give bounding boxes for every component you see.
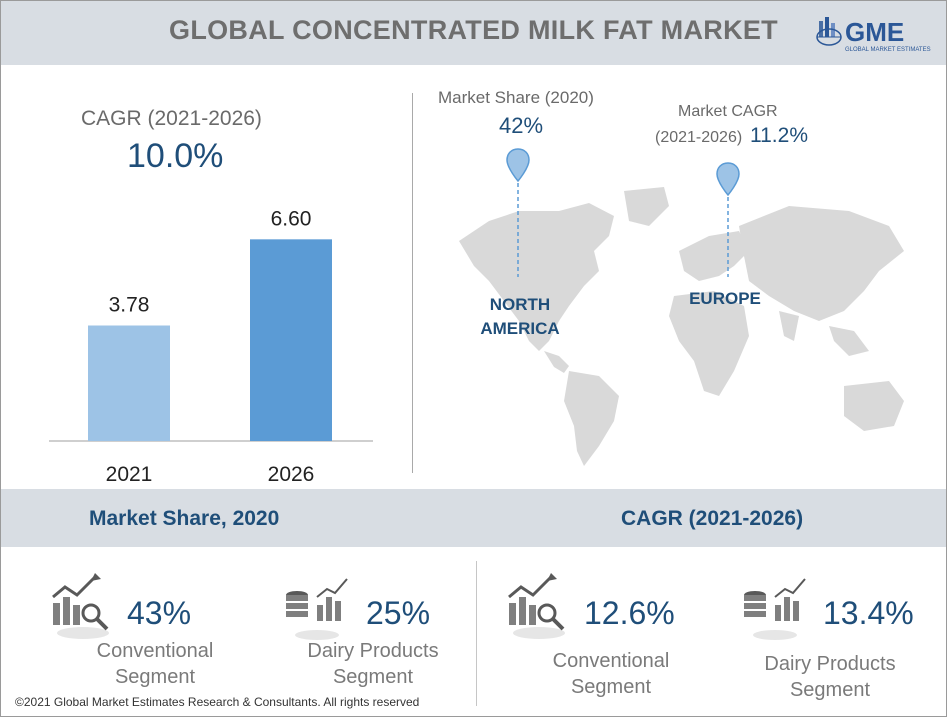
share-dairy-line1: Dairy Products bbox=[307, 640, 439, 662]
south-america-shape bbox=[564, 371, 619, 466]
eu-region-label: EUROPE bbox=[689, 289, 761, 308]
australia-shape bbox=[844, 381, 904, 431]
india-shape bbox=[779, 311, 799, 341]
header-band bbox=[1, 1, 946, 65]
x-tick-label: 2021 bbox=[106, 463, 153, 486]
na-region-line2: AMERICA bbox=[480, 319, 560, 338]
cagr-conventional-line2: Segment bbox=[570, 676, 652, 698]
cagr-conventional-line1: Conventional bbox=[552, 650, 670, 672]
central-america-shape bbox=[544, 351, 569, 373]
eu-cagr-value: 11.2% bbox=[750, 124, 808, 147]
cagr-conventional-label: Conventional Segment bbox=[537, 648, 685, 700]
gme-logo: GME GLOBAL MARKET ESTIMATES bbox=[815, 11, 935, 55]
eu-pin-icon bbox=[716, 162, 740, 277]
vertical-divider bbox=[412, 93, 413, 473]
asia-shape bbox=[739, 206, 904, 321]
southeast-asia-shape bbox=[829, 326, 869, 356]
cagr-dairy-line1: Dairy Products bbox=[764, 653, 896, 675]
na-pin-icon bbox=[506, 148, 530, 277]
coins-chart-icon bbox=[286, 578, 348, 640]
share-dairy-line2: Segment bbox=[332, 666, 414, 688]
share-dairy-label: Dairy Products Segment bbox=[296, 638, 450, 690]
eu-cagr-label-line1: Market CAGR bbox=[678, 103, 778, 120]
na-share-label: Market Share (2020) bbox=[438, 88, 594, 107]
bar-2026 bbox=[250, 239, 332, 441]
share-conventional-line2: Segment bbox=[114, 666, 196, 688]
coins-chart-icon bbox=[744, 578, 806, 640]
cagr-dairy-value: 13.4% bbox=[823, 595, 914, 631]
cagr-label: CAGR (2021-2026) bbox=[81, 107, 262, 130]
page-title: GLOBAL CONCENTRATED MILK FAT MARKET bbox=[169, 15, 778, 45]
cagr-value: 10.0% bbox=[127, 137, 224, 175]
bottom-vertical-divider bbox=[476, 561, 477, 706]
cagr-dairy-label: Dairy Products Segment bbox=[753, 651, 907, 703]
bar-2021 bbox=[88, 325, 170, 441]
bar-value-label: 6.60 bbox=[271, 207, 312, 230]
world-map bbox=[459, 187, 904, 466]
share-conventional-value: 43% bbox=[127, 595, 192, 631]
na-region-line1: NORTH bbox=[489, 295, 551, 314]
na-region-label: NORTH AMERICA bbox=[475, 293, 565, 341]
cagr-dairy-line2: Segment bbox=[789, 679, 871, 701]
logo-subtext: GLOBAL MARKET ESTIMATES bbox=[845, 47, 931, 53]
chart-magnifier-icon bbox=[52, 573, 109, 639]
share-dairy-value: 25% bbox=[366, 595, 431, 631]
europe-shape bbox=[679, 231, 749, 281]
greenland-shape bbox=[624, 187, 669, 226]
eu-cagr-label-line2: (2021-2026) bbox=[655, 129, 743, 146]
cagr-conventional-value: 12.6% bbox=[584, 595, 675, 631]
bar-chart: 3.78 2021 6.60 2026 bbox=[49, 207, 373, 486]
north-america-shape bbox=[459, 203, 614, 351]
section-band bbox=[1, 489, 946, 547]
band-right-title: CAGR (2021-2026) bbox=[621, 507, 804, 530]
band-left-title: Market Share, 2020 bbox=[89, 507, 280, 530]
share-conventional-label: Conventional Segment bbox=[81, 638, 229, 690]
logo-text: GME bbox=[845, 17, 904, 47]
africa-shape bbox=[669, 291, 749, 396]
bar-value-label: 3.78 bbox=[109, 294, 150, 317]
na-share-value: 42% bbox=[499, 113, 544, 138]
share-conventional-line1: Conventional bbox=[96, 640, 214, 662]
chart-magnifier-icon bbox=[508, 573, 565, 639]
x-tick-label: 2026 bbox=[268, 463, 315, 486]
copyright-footer: ©2021 Global Market Estimates Research &… bbox=[15, 695, 420, 709]
